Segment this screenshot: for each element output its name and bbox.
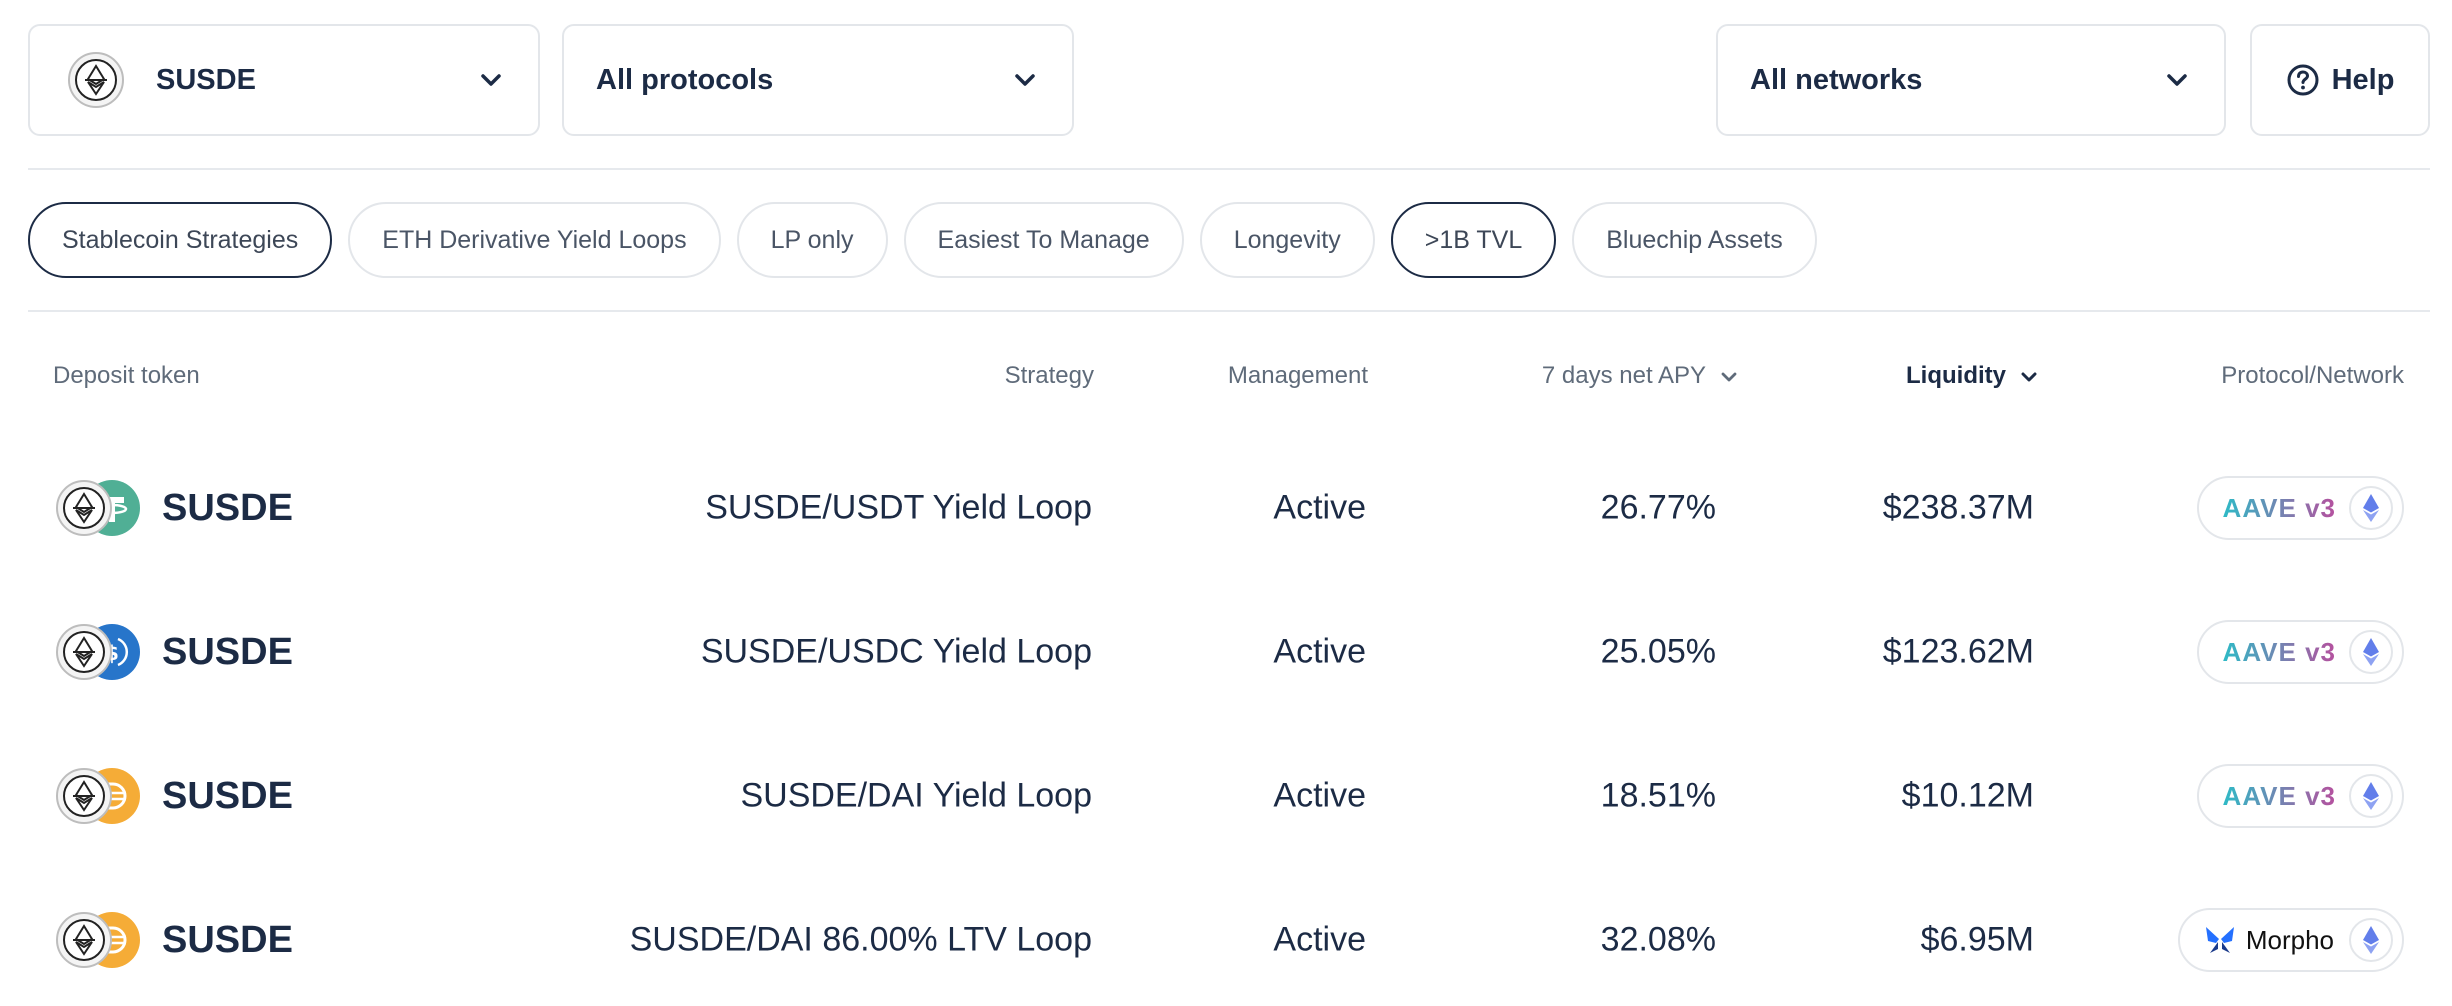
chevron-down-icon <box>2021 372 2037 382</box>
network-select[interactable]: All networks <box>1716 24 2226 136</box>
divider <box>28 310 2430 312</box>
pill-bluechip-assets[interactable]: Bluechip Assets <box>1572 202 1817 278</box>
deposit-token-name: SUSDE <box>162 774 293 817</box>
pill-eth-derivative-yield-loops[interactable]: ETH Derivative Yield Loops <box>348 202 721 278</box>
table-row[interactable]: SUSDE SUSDE/USDT Yield Loop Active 26.77… <box>0 436 2452 580</box>
aave-v3-logo: AAVE v3 <box>2222 780 2336 811</box>
morpho-logo-text: Morpho <box>2245 924 2334 955</box>
deposit-token-name: SUSDE <box>162 486 293 529</box>
network-select-label: All networks <box>1750 63 1923 96</box>
deposit-token-cell: SUSDE <box>56 912 293 968</box>
chevron-down-icon <box>481 74 501 86</box>
strategy-cell: SUSDE/DAI 86.00% LTV Loop <box>629 920 1092 959</box>
protocol-select-label: All protocols <box>596 63 774 96</box>
chevron-down-icon <box>2167 74 2187 86</box>
header-strategy: Strategy <box>1004 362 1094 389</box>
management-cell: Active <box>1273 632 1366 671</box>
header-deposit-token: Deposit token <box>53 362 200 389</box>
token-select-label: SUSDE <box>156 63 256 96</box>
protocol-network-badge[interactable]: AAVE v3 <box>2196 620 2404 684</box>
susde-icon <box>56 912 112 968</box>
token-select[interactable]: SUSDE <box>28 24 540 136</box>
strategy-cell: SUSDE/DAI Yield Loop <box>740 776 1092 815</box>
pill-longevity[interactable]: Longevity <box>1199 202 1375 278</box>
ethereum-icon <box>2349 630 2393 674</box>
deposit-token-name: SUSDE <box>162 918 293 961</box>
deposit-token-cell: SUSDE <box>56 480 293 536</box>
management-cell: Active <box>1273 776 1366 815</box>
header-protocol-network: Protocol/Network <box>2221 362 2404 389</box>
deposit-token-cell: SUSDE <box>56 768 293 824</box>
ethereum-icon <box>2349 918 2393 962</box>
header-apy[interactable]: 7 days net APY <box>1542 362 1740 390</box>
protocol-network-badge[interactable]: AAVE v3 <box>2196 476 2404 540</box>
table-row[interactable]: SUSDE SUSDE/DAI Yield Loop Active 18.51%… <box>0 724 2452 868</box>
question-circle-icon <box>2287 64 2319 96</box>
token-pair-icons <box>56 768 140 824</box>
liquidity-cell: $10.12M <box>1901 776 2034 815</box>
pill-stablecoin-strategies[interactable]: Stablecoin Strategies <box>28 202 333 278</box>
susde-icon <box>56 624 112 680</box>
protocol-network-badge[interactable]: Morpho <box>2177 908 2404 972</box>
header-liquidity[interactable]: Liquidity <box>1906 362 2040 390</box>
apy-cell: 18.51% <box>1600 776 1716 815</box>
liquidity-cell: $123.62M <box>1882 632 2034 671</box>
liquidity-cell: $6.95M <box>1920 920 2034 959</box>
chevron-down-icon <box>1015 74 1035 86</box>
management-cell: Active <box>1273 920 1366 959</box>
help-button[interactable]: Help <box>2250 24 2430 136</box>
header-management: Management <box>1227 362 1368 389</box>
token-pair-icons <box>56 480 140 536</box>
token-pair-icons: $ <box>56 624 140 680</box>
susde-icon <box>68 52 124 108</box>
header-liquidity-label: Liquidity <box>1906 362 2006 389</box>
header-apy-label: 7 days net APY <box>1541 362 1706 389</box>
protocol-select[interactable]: All protocols <box>562 24 1074 136</box>
ethereum-icon <box>2349 774 2393 818</box>
management-cell: Active <box>1273 488 1366 527</box>
pill-easiest-to-manage[interactable]: Easiest To Manage <box>903 202 1184 278</box>
deposit-token-cell: $ SUSDE <box>56 624 293 680</box>
liquidity-cell: $238.37M <box>1882 488 2034 527</box>
apy-cell: 26.77% <box>1600 488 1716 527</box>
protocol-network-badge[interactable]: AAVE v3 <box>2196 764 2404 828</box>
aave-v3-logo: AAVE v3 <box>2222 636 2336 667</box>
help-button-label: Help <box>2331 63 2395 96</box>
strategy-pill-group: Stablecoin Strategies ETH Derivative Yie… <box>28 202 1817 278</box>
strategy-cell: SUSDE/USDT Yield Loop <box>705 488 1092 527</box>
susde-icon <box>56 768 112 824</box>
apy-cell: 32.08% <box>1600 920 1716 959</box>
pill-lp-only[interactable]: LP only <box>736 202 888 278</box>
ethereum-icon <box>2349 486 2393 530</box>
strategy-cell: SUSDE/USDC Yield Loop <box>700 632 1092 671</box>
deposit-token-name: SUSDE <box>162 630 293 673</box>
table-row[interactable]: $ SUSDE SUSDE/USDC Yield Loop Active 25.… <box>0 580 2452 724</box>
token-pair-icons <box>56 912 140 968</box>
divider <box>28 168 2430 170</box>
susde-icon <box>56 480 112 536</box>
aave-v3-logo: AAVE v3 <box>2222 492 2336 523</box>
morpho-butterfly-icon <box>2205 927 2234 953</box>
apy-cell: 25.05% <box>1600 632 1716 671</box>
pill-1b-tvl[interactable]: >1B TVL <box>1390 202 1557 278</box>
table-row[interactable]: SUSDE SUSDE/DAI 86.00% LTV Loop Active 3… <box>0 868 2452 1006</box>
chevron-down-icon <box>1721 372 1737 382</box>
